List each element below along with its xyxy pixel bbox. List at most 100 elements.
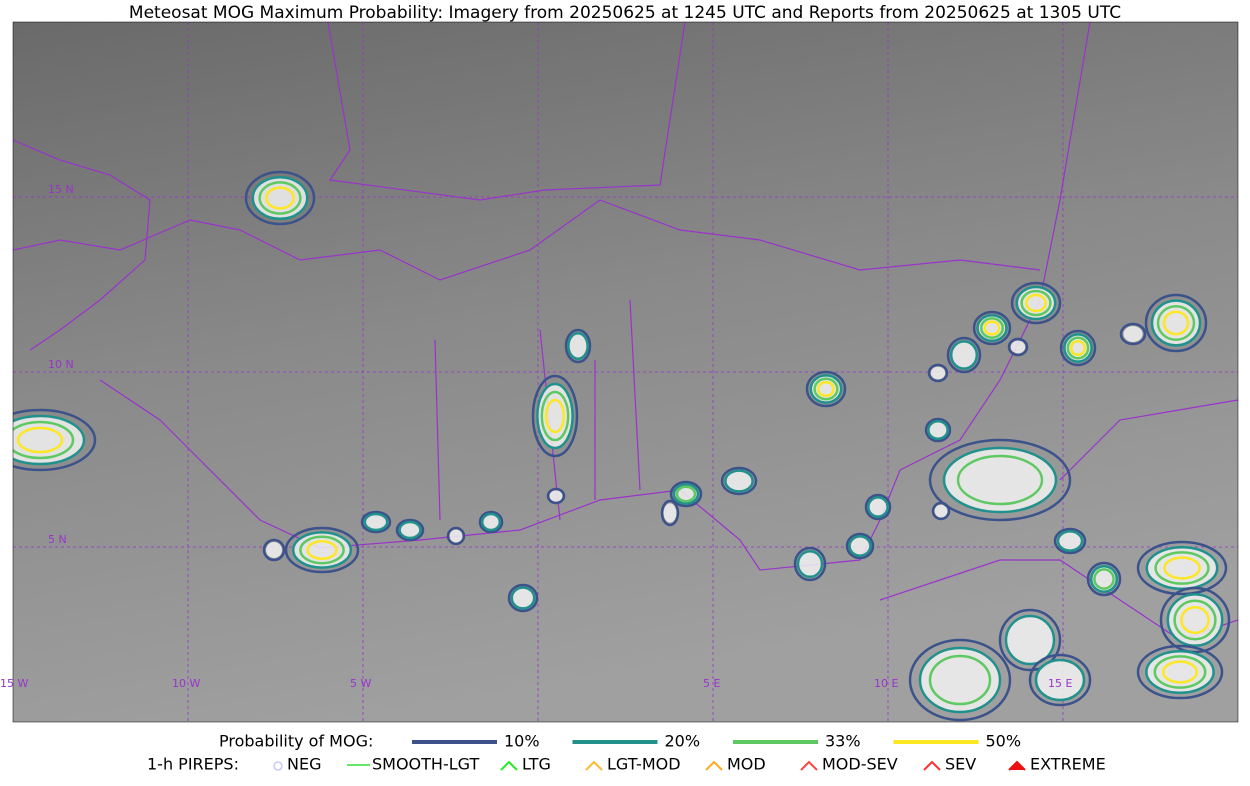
contour (540, 390, 570, 442)
contour (13, 414, 86, 466)
pirep-symbol (500, 760, 518, 771)
graticule (13, 22, 1238, 722)
lon-label: 15 E (1048, 677, 1072, 690)
legend-item: 33% (825, 732, 861, 751)
lon-label: 15 W (0, 677, 28, 690)
contour (1144, 293, 1208, 353)
contour (1056, 530, 1084, 552)
contour (1093, 568, 1115, 590)
contour (928, 438, 1072, 522)
lat-label: 5 N (48, 533, 67, 546)
contour (244, 170, 316, 226)
contour (284, 526, 360, 574)
contour (949, 340, 979, 370)
contour (1166, 593, 1224, 647)
cloud-top (944, 448, 1056, 512)
cloud-top (449, 529, 463, 543)
contour (1063, 333, 1093, 363)
cloud-top (511, 587, 535, 609)
contour (983, 320, 1001, 336)
contour (1004, 614, 1056, 666)
contour (864, 493, 892, 521)
contour (1119, 322, 1147, 346)
contour (480, 512, 502, 532)
contour (363, 512, 389, 532)
contour (1161, 660, 1199, 684)
legend: Probability of MOG: 10% 20% 33% 50% 1-h PIREP… (147, 732, 1106, 774)
contour (567, 331, 589, 361)
contour (1015, 285, 1057, 321)
legend-item: 50% (986, 732, 1022, 751)
contour (1136, 644, 1224, 700)
pirep-symbol (585, 760, 603, 771)
cloud-top (920, 648, 1000, 712)
contour (927, 363, 949, 383)
contour (998, 608, 1062, 672)
contour (1059, 329, 1097, 367)
cloud-top (930, 366, 946, 380)
contour (1156, 304, 1196, 342)
contour (398, 520, 422, 540)
contour (793, 546, 827, 582)
contour (1163, 556, 1201, 580)
lat-label: 15 N (48, 183, 74, 196)
contour (724, 469, 754, 493)
contour (306, 539, 338, 561)
legend-item: LGT-MOD (607, 755, 681, 774)
contour (669, 480, 703, 508)
mog-contours (13, 170, 1231, 722)
contour (1025, 293, 1047, 313)
contour (251, 175, 309, 221)
cloud-top (725, 470, 753, 492)
contour (1159, 586, 1231, 654)
lon-label: 5 E (703, 677, 720, 690)
pirep-symbol (1008, 760, 1026, 771)
contour (1089, 564, 1119, 594)
legend-item: NEG (287, 755, 321, 774)
contour (1066, 336, 1090, 360)
cloud-top (1123, 326, 1143, 342)
contour (956, 454, 1044, 506)
contour (1150, 299, 1202, 347)
cloud-top (364, 514, 388, 530)
contour (1145, 649, 1215, 695)
contour (946, 336, 982, 374)
contour (1053, 527, 1087, 555)
legend-item: SEV (945, 755, 976, 774)
legend-item: LTG (522, 755, 551, 774)
contour (1173, 599, 1217, 641)
map-frame (12, 21, 1239, 723)
legend-item: 10% (504, 732, 540, 751)
contour (1007, 337, 1029, 357)
contour (544, 398, 566, 434)
contour (908, 638, 1012, 722)
lon-label: 10 W (172, 677, 200, 690)
contour (564, 328, 592, 364)
contour (1154, 551, 1210, 585)
contour (360, 510, 392, 534)
contour (16, 426, 64, 454)
lon-label: 10 E (874, 677, 898, 690)
contour (918, 646, 1002, 714)
lat-label: 10 N (48, 358, 74, 371)
legend-item: MOD (727, 755, 766, 774)
contour (531, 374, 579, 458)
contour (813, 377, 839, 401)
contour (720, 466, 758, 496)
contour (478, 510, 504, 534)
pirep-symbol (273, 761, 283, 771)
contour (805, 370, 847, 408)
contour (927, 419, 949, 441)
contour (1028, 653, 1092, 707)
contour (976, 313, 1008, 343)
cloud-top (663, 503, 677, 523)
contour (395, 518, 425, 542)
map (13, 22, 1238, 722)
legend-item: EXTREME (1030, 755, 1106, 774)
cloud-top (399, 522, 421, 538)
contour (660, 499, 680, 527)
contour (796, 549, 824, 579)
contour (809, 374, 843, 404)
contour (928, 654, 992, 706)
